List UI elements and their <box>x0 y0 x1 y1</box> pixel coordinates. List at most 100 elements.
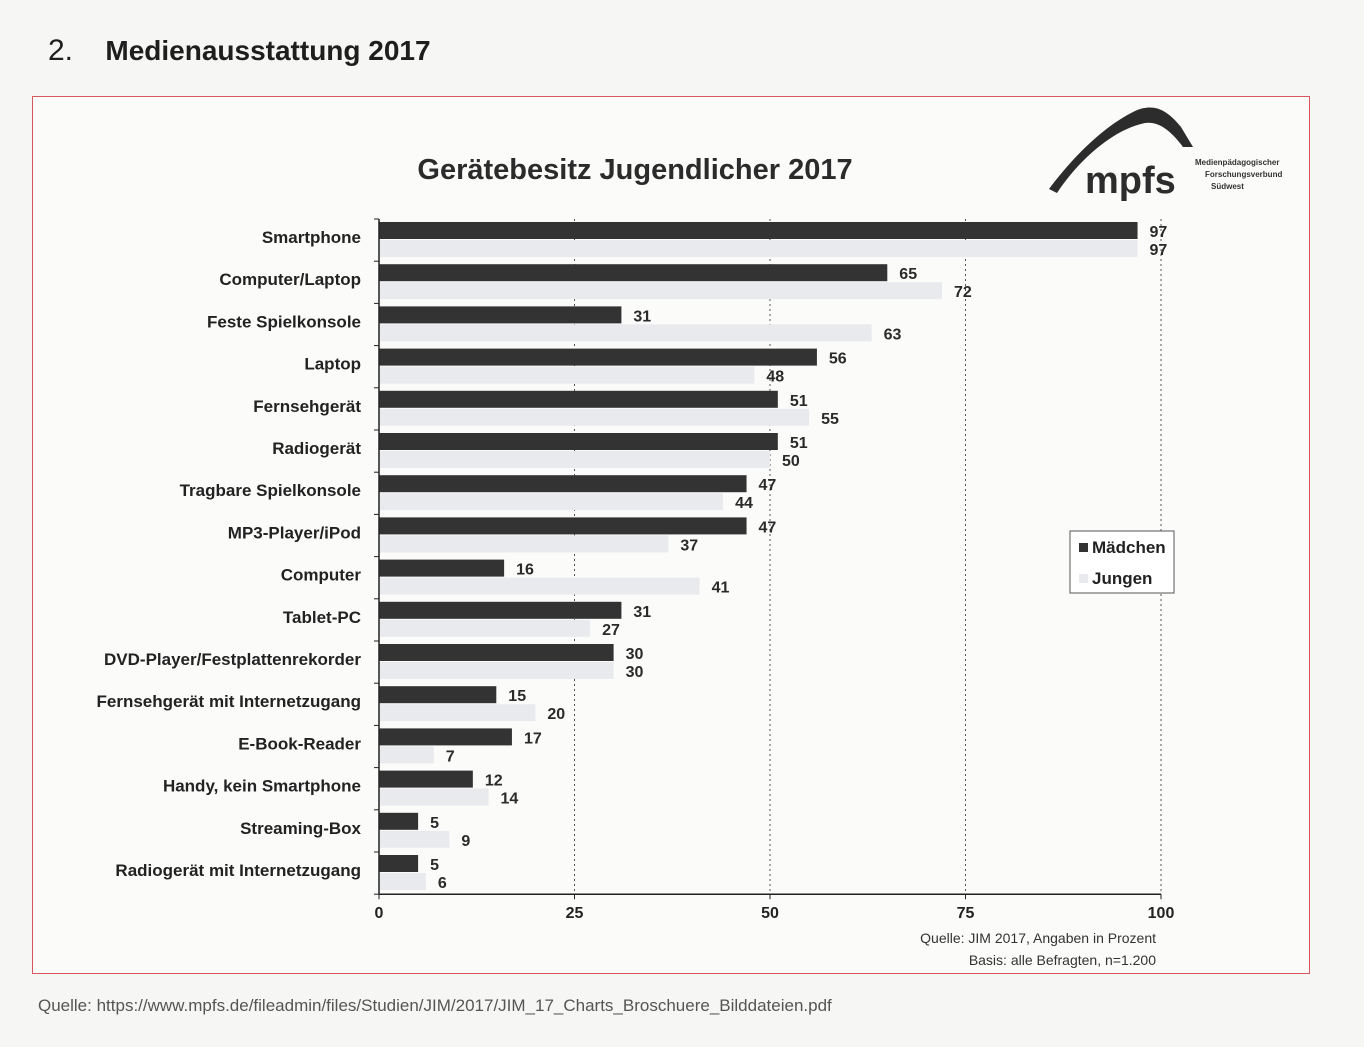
data-label: 56 <box>829 351 847 368</box>
axis-layer: 0 25 50 75 100 <box>374 218 1175 922</box>
data-label: 31 <box>633 308 651 325</box>
section-title: Medienausstattung 2017 <box>105 35 431 66</box>
bar-maedchen <box>379 644 614 661</box>
bar-maedchen <box>379 390 778 408</box>
chart-frame: Gerätebesitz Jugendlicher 2017 mpfs Medi… <box>32 96 1310 974</box>
bar-jungen <box>379 746 434 764</box>
bar-maedchen <box>379 517 747 535</box>
data-label: 7 <box>446 748 455 765</box>
bar-jungen <box>379 493 724 511</box>
category-label: Streaming-Box <box>240 819 361 838</box>
bar-maedchen <box>379 812 419 830</box>
bar-maedchen <box>379 222 1138 239</box>
page-heading: 2. Medienausstattung 2017 <box>48 34 431 68</box>
bar-jungen <box>379 324 872 342</box>
bar-jungen <box>379 704 536 722</box>
data-label: 37 <box>680 537 698 554</box>
bar-jungen <box>379 451 770 468</box>
data-label: 5 <box>430 815 439 832</box>
data-label: 16 <box>516 562 534 579</box>
bar-jungen <box>379 535 669 553</box>
bar-maedchen <box>379 601 622 619</box>
data-label: 72 <box>954 284 972 301</box>
data-label: 6 <box>438 875 447 892</box>
bar-jungen <box>379 366 755 384</box>
bar-maedchen <box>379 306 622 324</box>
bar-jungen <box>379 408 810 426</box>
bar-jungen <box>379 830 450 848</box>
legend-swatch-maedchen <box>1079 543 1088 552</box>
category-label: Computer <box>281 566 362 585</box>
bar-maedchen <box>379 770 473 788</box>
label-layer: 9797Smartphone6572Computer/Laptop3163Fes… <box>97 224 1168 892</box>
bar-maedchen <box>379 348 817 366</box>
data-label: 47 <box>759 477 777 494</box>
source-line: Quelle: https://www.mpfs.de/fileadmin/fi… <box>38 996 832 1015</box>
data-label: 55 <box>821 411 839 428</box>
data-label: 47 <box>759 519 777 536</box>
category-label: Laptop <box>304 355 361 374</box>
bar-jungen <box>379 788 489 806</box>
chart-title: Gerätebesitz Jugendlicher 2017 <box>417 154 852 186</box>
data-label: 97 <box>1150 242 1168 259</box>
logo-arch-icon <box>1049 107 1193 193</box>
legend-label-maedchen: Mädchen <box>1092 538 1166 557</box>
data-label: 51 <box>790 393 808 410</box>
data-label: 17 <box>524 730 542 747</box>
bar-jungen <box>379 873 426 890</box>
category-label: E-Book-Reader <box>238 734 361 753</box>
source-note: Quelle: JIM 2017, Angaben in Prozent <box>920 930 1156 946</box>
bar-jungen <box>379 577 700 595</box>
logo-subtitle-3: Südwest <box>1211 182 1244 191</box>
data-label: 9 <box>461 833 470 850</box>
x-tick-label: 25 <box>566 905 584 922</box>
data-label: 65 <box>899 266 917 283</box>
chart: Gerätebesitz Jugendlicher 2017 mpfs Medi… <box>97 107 1282 968</box>
data-label: 50 <box>782 453 800 470</box>
x-tick-label: 75 <box>957 905 975 922</box>
section-number: 2. <box>48 34 74 67</box>
data-label: 15 <box>508 688 526 705</box>
bar-jungen <box>379 240 1138 257</box>
legend-swatch-jungen <box>1079 574 1088 583</box>
category-label: Tablet-PC <box>283 608 361 627</box>
data-label: 31 <box>633 604 651 621</box>
data-label: 14 <box>500 791 518 808</box>
x-tick-label: 100 <box>1148 905 1175 922</box>
data-label: 63 <box>884 326 902 343</box>
data-label: 5 <box>430 857 439 874</box>
bar-jungen <box>379 619 591 637</box>
bar-maedchen <box>379 855 419 872</box>
category-label: DVD-Player/Festplattenrekorder <box>104 650 361 669</box>
data-label: 27 <box>602 622 620 639</box>
legend-label-jungen: Jungen <box>1092 569 1152 588</box>
data-label: 51 <box>790 435 808 452</box>
bar-maedchen <box>379 475 747 493</box>
mpfs-logo: mpfs Medienpädagogischer Forschungsverbu… <box>1049 107 1282 202</box>
logo-subtitle-2: Forschungsverbund <box>1205 170 1282 179</box>
x-tick-label: 50 <box>761 905 779 922</box>
legend: Mädchen Jungen <box>1069 530 1175 594</box>
data-label: 30 <box>626 664 644 681</box>
bar-jungen <box>379 662 614 679</box>
bar-maedchen <box>379 686 497 704</box>
data-label: 20 <box>547 706 565 723</box>
bar-maedchen <box>379 264 888 282</box>
category-label: Smartphone <box>262 228 361 247</box>
bar-maedchen <box>379 559 505 577</box>
data-label: 44 <box>735 495 753 512</box>
category-label: Fernsehgerät <box>253 397 361 416</box>
basis-note: Basis: alle Befragten, n=1.200 <box>969 952 1156 968</box>
logo-text: mpfs <box>1085 160 1176 202</box>
category-label: MP3-Player/iPod <box>228 523 361 542</box>
category-label: Computer/Laptop <box>219 270 361 289</box>
x-tick-label: 0 <box>375 905 384 922</box>
category-label: Feste Spielkonsole <box>207 312 361 331</box>
category-label: Radiogerät <box>272 439 361 458</box>
logo-subtitle-1: Medienpädagogischer <box>1195 158 1279 167</box>
data-label: 30 <box>626 646 644 663</box>
category-label: Fernsehgerät mit Internetzugang <box>97 692 361 711</box>
category-label: Tragbare Spielkonsole <box>180 481 361 500</box>
data-label: 97 <box>1150 224 1168 241</box>
data-label: 41 <box>712 580 730 597</box>
